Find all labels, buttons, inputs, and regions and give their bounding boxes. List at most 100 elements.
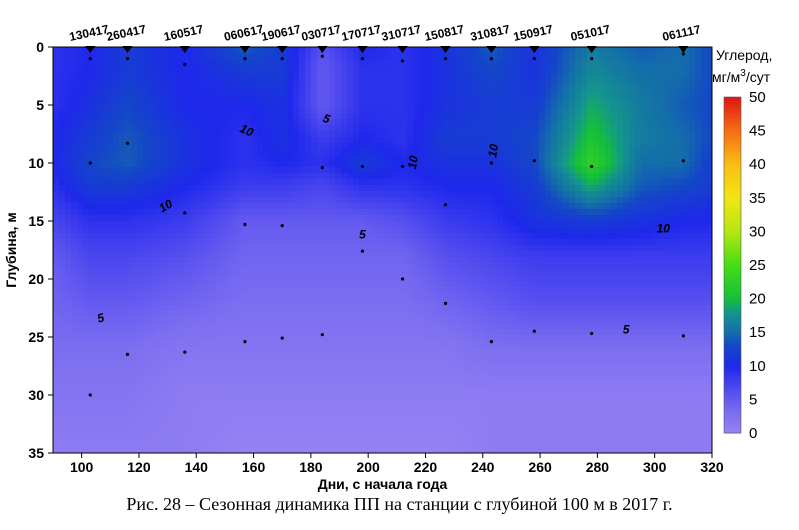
colorbar-tick-label: 45 [749,123,766,140]
y-tick-label: 25 [28,329,44,345]
contour-labels-layer: 10 5 10 10 10 5 5 5 10 [96,111,671,337]
station-label: 260417 [105,22,147,44]
sample-point [400,277,405,281]
x-tick-label: 120 [127,459,151,475]
colorbar: 0 5 10 15 20 25 30 35 40 45 50 Углерод, мг/м3/сут [712,47,772,442]
x-tick-label: 180 [299,459,323,475]
y-tick-label: 35 [28,445,44,461]
x-tick-label: 100 [70,459,94,475]
contour-label: 5 [96,310,106,325]
contour-label: 5 [321,111,332,127]
station-label: 310817 [469,22,511,44]
station-marker [179,46,190,53]
station-label: 051017 [569,22,611,44]
sample-point [320,166,324,170]
colorbar-title-line1: Углерод, [716,47,772,63]
sample-point [681,52,685,56]
sample-point [443,203,448,207]
plot-area [53,47,712,453]
sample-point [400,164,405,169]
x-tick-label: 280 [586,459,610,475]
station-marker [397,46,408,53]
contour-label: 10 [657,222,671,236]
sample-point [320,333,324,337]
station-marker [317,46,328,53]
contour-label: 10 [238,121,256,139]
x-tick-label: 260 [528,459,552,475]
contour-label: 5 [623,323,630,337]
x-tick-label: 160 [242,459,266,475]
x-tick-label: 300 [643,459,667,475]
sample-point [320,54,324,58]
sample-point [443,57,448,61]
sample-point [489,57,493,61]
colorbar-tick-label: 20 [749,291,766,308]
sample-point [681,334,685,338]
colorbar-tick-label: 30 [749,223,766,240]
colorbar-tick-label: 25 [749,257,766,274]
station-label: 190617 [260,22,302,44]
sample-point [280,336,284,340]
sample-point [360,164,365,169]
station-marker [678,46,689,53]
sample-point [280,224,284,228]
sample-point [125,141,130,145]
sample-point [360,249,365,253]
station-label: 150817 [423,22,465,44]
contour-label: 10 [405,154,421,170]
y-tick-label: 10 [28,155,44,171]
station-marker [357,46,368,53]
colorbar-tick-label: 15 [749,324,766,341]
sample-point [400,59,405,63]
station-label: 030717 [300,22,342,44]
sample-point [125,352,130,356]
colorbar-tick-label: 10 [749,358,766,375]
y-axis-label: Глубина, м [3,212,19,287]
sample-point [489,340,493,344]
sample-points-layer [88,52,685,397]
station-label: 160517 [163,22,205,44]
y-tick-label: 5 [36,97,44,113]
colorbar-tick-label: 5 [749,391,757,408]
sample-point [590,331,594,336]
sample-point [183,350,187,354]
sample-point [360,57,365,61]
colorbar-tick-label: 50 [749,89,766,106]
figure-caption: Рис. 28 – Сезонная динамика ПП на станци… [126,494,673,514]
sample-point [681,159,685,163]
station-marker [277,46,288,53]
sample-point [183,62,187,66]
station-marker [122,46,133,53]
contour-label: 10 [485,143,501,159]
contour-label: 10 [156,196,175,215]
sample-point [88,57,92,61]
colorbar-tick-label: 40 [749,156,766,173]
x-tick-label: 140 [185,459,209,475]
x-tick-label: 240 [471,459,495,475]
x-axis-label: Дни, с начала года [318,476,448,492]
contour-label: 5 [359,227,366,241]
station-marker [529,46,540,53]
station-marker [440,46,451,53]
station-label: 130417 [68,22,110,44]
station-label: 150917 [512,22,554,44]
colorbar-tick-label: 35 [749,190,766,207]
sample-point [532,57,536,61]
colorbar-title-line2: мг/м3/сут [712,68,771,85]
sample-point [590,57,594,61]
axes-layer: 100 120 140 160 180 200 220 240 260 280 300 3200510… [3,39,724,492]
station-marker [239,46,250,53]
station-marker [486,46,497,53]
sample-point [243,340,247,344]
sample-point [532,159,536,163]
colorbar-tick-label: 0 [749,425,757,442]
colorbar-frame [723,96,742,434]
station-label: 310717 [380,22,422,44]
plot-frame [52,46,713,454]
sample-point [125,57,130,61]
sample-point [88,393,92,397]
sample-point [532,329,536,333]
station-marker [85,46,96,53]
